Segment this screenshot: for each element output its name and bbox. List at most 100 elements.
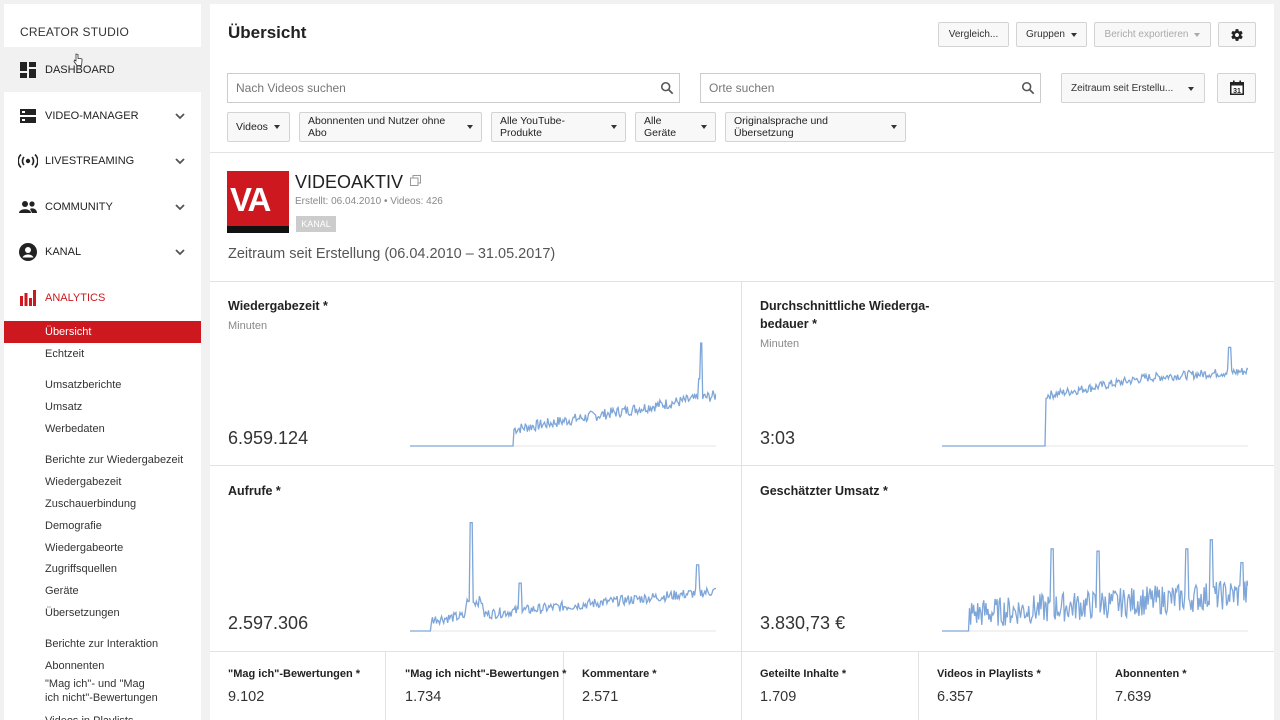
channel-name[interactable]: VIDEOAKTIV [295,172,404,192]
sidebar-item-label: LIVESTREAMING [45,154,135,167]
divider [563,651,564,720]
calendar-icon: 31 [1229,80,1244,95]
dashboard-icon [18,60,38,80]
video-manager-icon [18,106,38,126]
metric-unit: Minuten [760,338,800,350]
export-button-label: Bericht exportieren [1104,29,1189,40]
filter-devices[interactable]: Alle Geräte [635,112,716,142]
caret-down-icon [1070,32,1077,37]
sparkline-series [942,346,1248,447]
small-metric-value: 2.571 [582,689,619,705]
compare-button-label: Vergleich... [948,29,999,40]
sidebar-subitem-zuschauerbindung[interactable]: Zuschauerbindung [45,498,137,510]
sidebar-item-analytics[interactable]: ANALYTICS [4,275,201,320]
sidebar-subitem-bewertungen[interactable]: "Mag ich"- und "Mag ich nicht"-Bewertung… [45,678,158,704]
filter-products[interactable]: Alle YouTube-Produkte [491,112,626,142]
sparkline-series [410,522,716,632]
small-metric-title: "Mag ich"-Bewertungen * [228,668,361,680]
sidebar-subitem-berichte-wiedergabezeit[interactable]: Berichte zur Wiedergabezeit [45,454,184,466]
sidebar-subitem-uebersetzungen[interactable]: Übersetzungen [45,607,120,619]
filter-videos[interactable]: Videos [227,112,290,142]
small-metric-title: Kommentare * [582,668,657,680]
sidebar-item-label: KANAL [45,245,82,258]
divider [385,651,386,720]
period-select[interactable]: Zeitraum seit Erstellu... [1061,73,1205,103]
metric-value: 3.830,73 € [760,613,846,633]
sidebar-subitem-werbedaten[interactable]: Werbedaten [45,423,105,435]
caret-down-icon [891,125,897,129]
filter-label: Videos [236,121,268,133]
caret-down-icon [273,125,280,129]
small-metric-title: Geteilte Inhalte * [760,668,847,680]
sparkline-series [410,342,716,447]
divider [210,651,1274,652]
small-metric-value: 1.734 [405,689,442,705]
chevron-down-icon[interactable] [174,110,186,122]
search-icon[interactable] [660,81,674,95]
sidebar-subitem-wiedergabezeit[interactable]: Wiedergabezeit [45,476,122,488]
filter-language[interactable]: Originalsprache und Übersetzung [725,112,906,142]
filter-subscribers[interactable]: Abonnenten und Nutzer ohne Abo [299,112,482,142]
channel-logo-text: VA [230,181,271,218]
sidebar-item-label: DASHBOARD [45,63,115,76]
chevron-down-icon[interactable] [174,155,186,167]
channel-badge: KANAL [296,216,336,232]
small-metric-value: 1.709 [760,689,797,705]
chevron-down-icon[interactable] [174,201,186,213]
period-select-label: Zeitraum seit Erstellu... [1071,82,1174,94]
sparkline-series [942,539,1248,632]
page-title: Übersicht [228,23,307,42]
period-text: Zeitraum seit Erstellung (06.04.2010 – 3… [228,246,556,262]
sidebar-subitem-uebersicht[interactable]: Übersicht [4,321,201,343]
sidebar-subitem-zugriffsquellen[interactable]: Zugriffsquellen [45,563,117,575]
divider [210,465,1274,466]
search-icon[interactable] [1021,81,1035,95]
caret-down-icon [1194,32,1201,37]
settings-button[interactable] [1218,22,1256,47]
sidebar-subitem-videos-in-playlists[interactable]: Videos in Playlists [4,710,201,720]
video-search-input[interactable] [228,74,679,102]
chevron-down-icon[interactable] [174,246,186,258]
metric-value: 2.597.306 [228,613,309,633]
metric-unit: Minuten [228,320,268,332]
places-search-input[interactable] [701,74,1040,102]
sidebar-subitem-echtzeit[interactable]: Echtzeit [45,348,85,360]
places-search [700,73,1041,103]
sidebar-subitem-umsatzberichte[interactable]: Umsatzberichte [45,379,122,391]
sidebar-item-video-manager[interactable]: VIDEO-MANAGER [4,93,201,138]
small-metric-value: 9.102 [228,689,265,705]
sidebar-item-livestreaming[interactable]: LIVESTREAMING [4,138,201,183]
sidebar-item-kanal[interactable]: KANAL [4,229,201,274]
compare-button[interactable]: Vergleich... [938,22,1009,47]
filter-label: Originalsprache und Übersetzung [734,115,828,139]
divider [210,281,1274,282]
calendar-button[interactable]: 31 [1217,73,1256,103]
sidebar-subitem-berichte-interaktion[interactable]: Berichte zur Interaktion [45,638,159,650]
hand-cursor-icon [73,53,83,66]
sidebar-subitem-abonnenten[interactable]: Abonnenten [45,660,105,672]
metric-value: 3:03 [760,428,796,448]
sidebar-item-community[interactable]: COMMUNITY [4,184,201,229]
sidebar-item-dashboard[interactable]: DASHBOARD [4,47,201,92]
channel-meta: Erstellt: 06.04.2010 • Videos: 426 [295,196,443,207]
metric-title: Geschätzter Umsatz * [760,484,888,498]
channel-logo: VA [227,171,289,233]
sidebar-subitem-geraete[interactable]: Geräte [45,585,79,597]
sidebar-subitem-umsatz[interactable]: Umsatz [45,401,83,413]
divider [210,152,1274,153]
external-link-icon[interactable] [410,175,421,186]
caret-down-icon [1188,87,1194,91]
community-icon [18,197,38,217]
groups-button[interactable]: Gruppen [1016,22,1087,47]
export-report-button[interactable]: Bericht exportieren [1094,22,1211,47]
sparkline-chart [410,522,716,632]
sidebar-subitem-wiedergabeorte[interactable]: Wiedergabeorte [45,542,124,554]
analytics-icon [18,288,38,308]
metric-title: Wiedergabezeit * [228,299,328,313]
divider [741,281,742,720]
livestream-icon [18,151,38,171]
sidebar-subitem-demografie[interactable]: Demografie [45,520,102,532]
sparkline-chart [410,342,716,447]
divider [918,651,919,720]
account-icon [18,242,38,262]
